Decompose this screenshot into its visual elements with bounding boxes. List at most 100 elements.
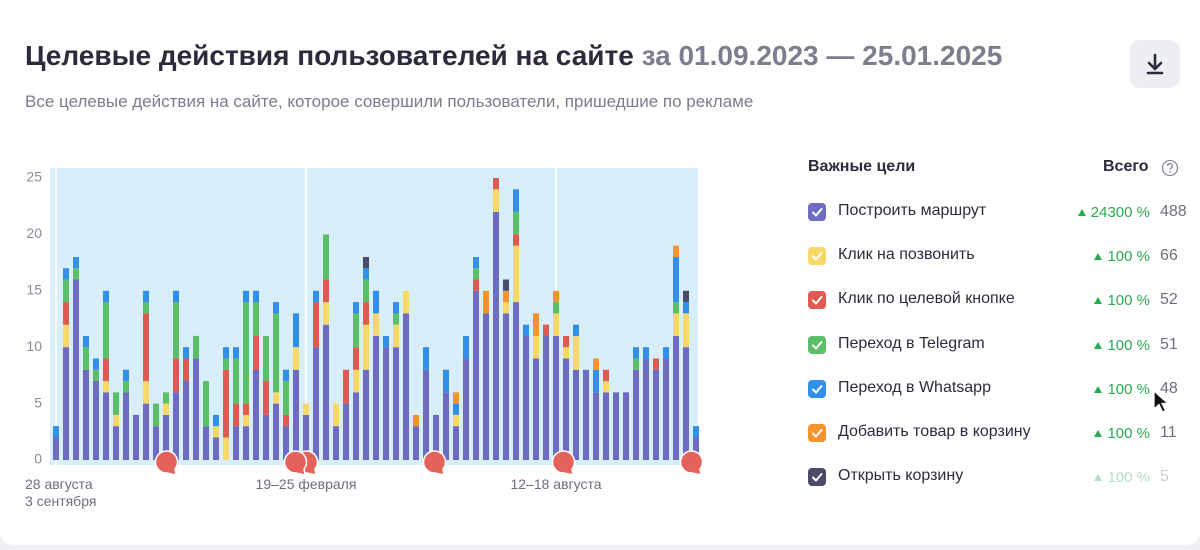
bar-segment [323, 279, 329, 303]
up-arrow [1094, 341, 1103, 349]
bar-segment [103, 358, 109, 382]
bar-segment [253, 302, 259, 336]
bar-segment [573, 335, 579, 370]
bar-segment [103, 302, 109, 359]
y-tick-label: 15 [26, 282, 42, 298]
bar-segment [673, 302, 679, 314]
bar-segment [193, 358, 199, 460]
y-tick-label: 0 [34, 451, 42, 467]
y-tick-label: 5 [34, 394, 42, 410]
bar-segment [693, 426, 699, 438]
legend-checkbox[interactable] [808, 424, 826, 442]
check [812, 340, 823, 350]
legend-checkbox[interactable] [808, 379, 826, 398]
bar-segment [333, 403, 339, 427]
bar-segment [473, 279, 479, 291]
bar-segment [233, 347, 239, 359]
legend-row[interactable]: Открыть корзину 100 % 5 [808, 465, 1180, 489]
bar-segment [653, 358, 659, 370]
bar-segment [413, 414, 419, 427]
download-button[interactable] [1130, 40, 1180, 88]
legend-checkbox[interactable] [808, 291, 826, 310]
bar-segment [523, 324, 529, 336]
bar-segment [623, 392, 629, 460]
bar-segment [683, 313, 689, 348]
bar-segment [643, 347, 649, 359]
bar-segment [193, 335, 199, 359]
bar-segment [273, 392, 279, 404]
bar-segment [473, 290, 479, 460]
up-arrow [1094, 297, 1103, 305]
bar-segment [323, 234, 329, 280]
bar-segment [243, 302, 249, 404]
x-tick-label: 19–25 февраля [255, 476, 357, 492]
legend-checkbox[interactable] [808, 468, 826, 487]
bar-segment [473, 256, 479, 269]
bar-segment [213, 414, 219, 427]
x-tick-label: 12–18 августа [510, 476, 602, 492]
bar-segment [613, 392, 619, 460]
bar-segment [443, 369, 449, 393]
legend-checkbox[interactable] [808, 335, 826, 354]
annotation-pins [154, 450, 704, 476]
help-icon[interactable] [1161, 159, 1179, 177]
bar-segment [213, 426, 219, 438]
bar-segment [603, 381, 609, 393]
bar-segment [463, 335, 469, 359]
bar-segment [513, 245, 519, 303]
bar-segment [583, 369, 589, 460]
bar-segment [453, 403, 459, 415]
legend-row[interactable]: Клик на позвонить 100 % 66 [808, 244, 1180, 268]
bar-segment [343, 403, 349, 460]
legend-row[interactable]: Построить маршрут 24300 % 488 [808, 200, 1187, 224]
bar-segment [223, 437, 229, 460]
bar-segment [643, 358, 649, 460]
bar-segment [373, 335, 379, 460]
bar-segment [223, 347, 229, 359]
bar-segment [533, 313, 539, 336]
bar-segment [143, 290, 149, 303]
bar-segment [83, 335, 89, 348]
legend-checkbox[interactable] [808, 203, 826, 221]
bar-segment [553, 290, 559, 303]
check [812, 473, 823, 482]
bar-segment [73, 279, 79, 460]
bar-segment [283, 369, 289, 382]
legend-row[interactable]: Переход в Whatsapp 100 % 48 [808, 377, 1180, 401]
bar-segment [203, 381, 209, 427]
bar-segment [63, 268, 69, 280]
bar-segment [403, 313, 409, 460]
bar-segment [683, 347, 689, 460]
legend-row[interactable]: Переход в Telegram 100 % 51 [808, 333, 1180, 357]
bar-segment [503, 290, 509, 303]
bar-segment [673, 245, 679, 257]
bar-segment [273, 313, 279, 393]
legend-row[interactable]: Клик по целевой кнопке 100 % 52 [808, 288, 1180, 312]
change: 100 % [1094, 248, 1150, 265]
bar-segment [413, 426, 419, 460]
change: 100 % [1094, 425, 1150, 442]
bar-segment [443, 392, 449, 460]
bar-segment [143, 381, 149, 404]
bar-segment [333, 426, 339, 460]
bar-segment [353, 313, 359, 348]
bar-segment [153, 403, 159, 427]
bar-segment [383, 347, 389, 460]
bar-segment [483, 313, 489, 460]
bar-segment [473, 268, 479, 280]
bars [53, 178, 699, 460]
change: 100 % [1094, 292, 1150, 309]
bar-segment [563, 335, 569, 348]
bar-segment [113, 414, 119, 427]
legend-checkbox[interactable] [808, 247, 826, 266]
bar-segment [513, 234, 519, 246]
bar-segment [453, 426, 459, 460]
bar-segment [343, 369, 349, 404]
bar-segment [243, 290, 249, 303]
change: 100 % [1094, 381, 1150, 398]
bar-segment [213, 437, 219, 460]
up-arrow [1077, 209, 1086, 216]
bar-segment [313, 347, 319, 460]
legend-row[interactable]: Добавить товар в корзину 100 % 11 [808, 421, 1180, 445]
legend-label: Клик на позвонить [838, 246, 975, 264]
